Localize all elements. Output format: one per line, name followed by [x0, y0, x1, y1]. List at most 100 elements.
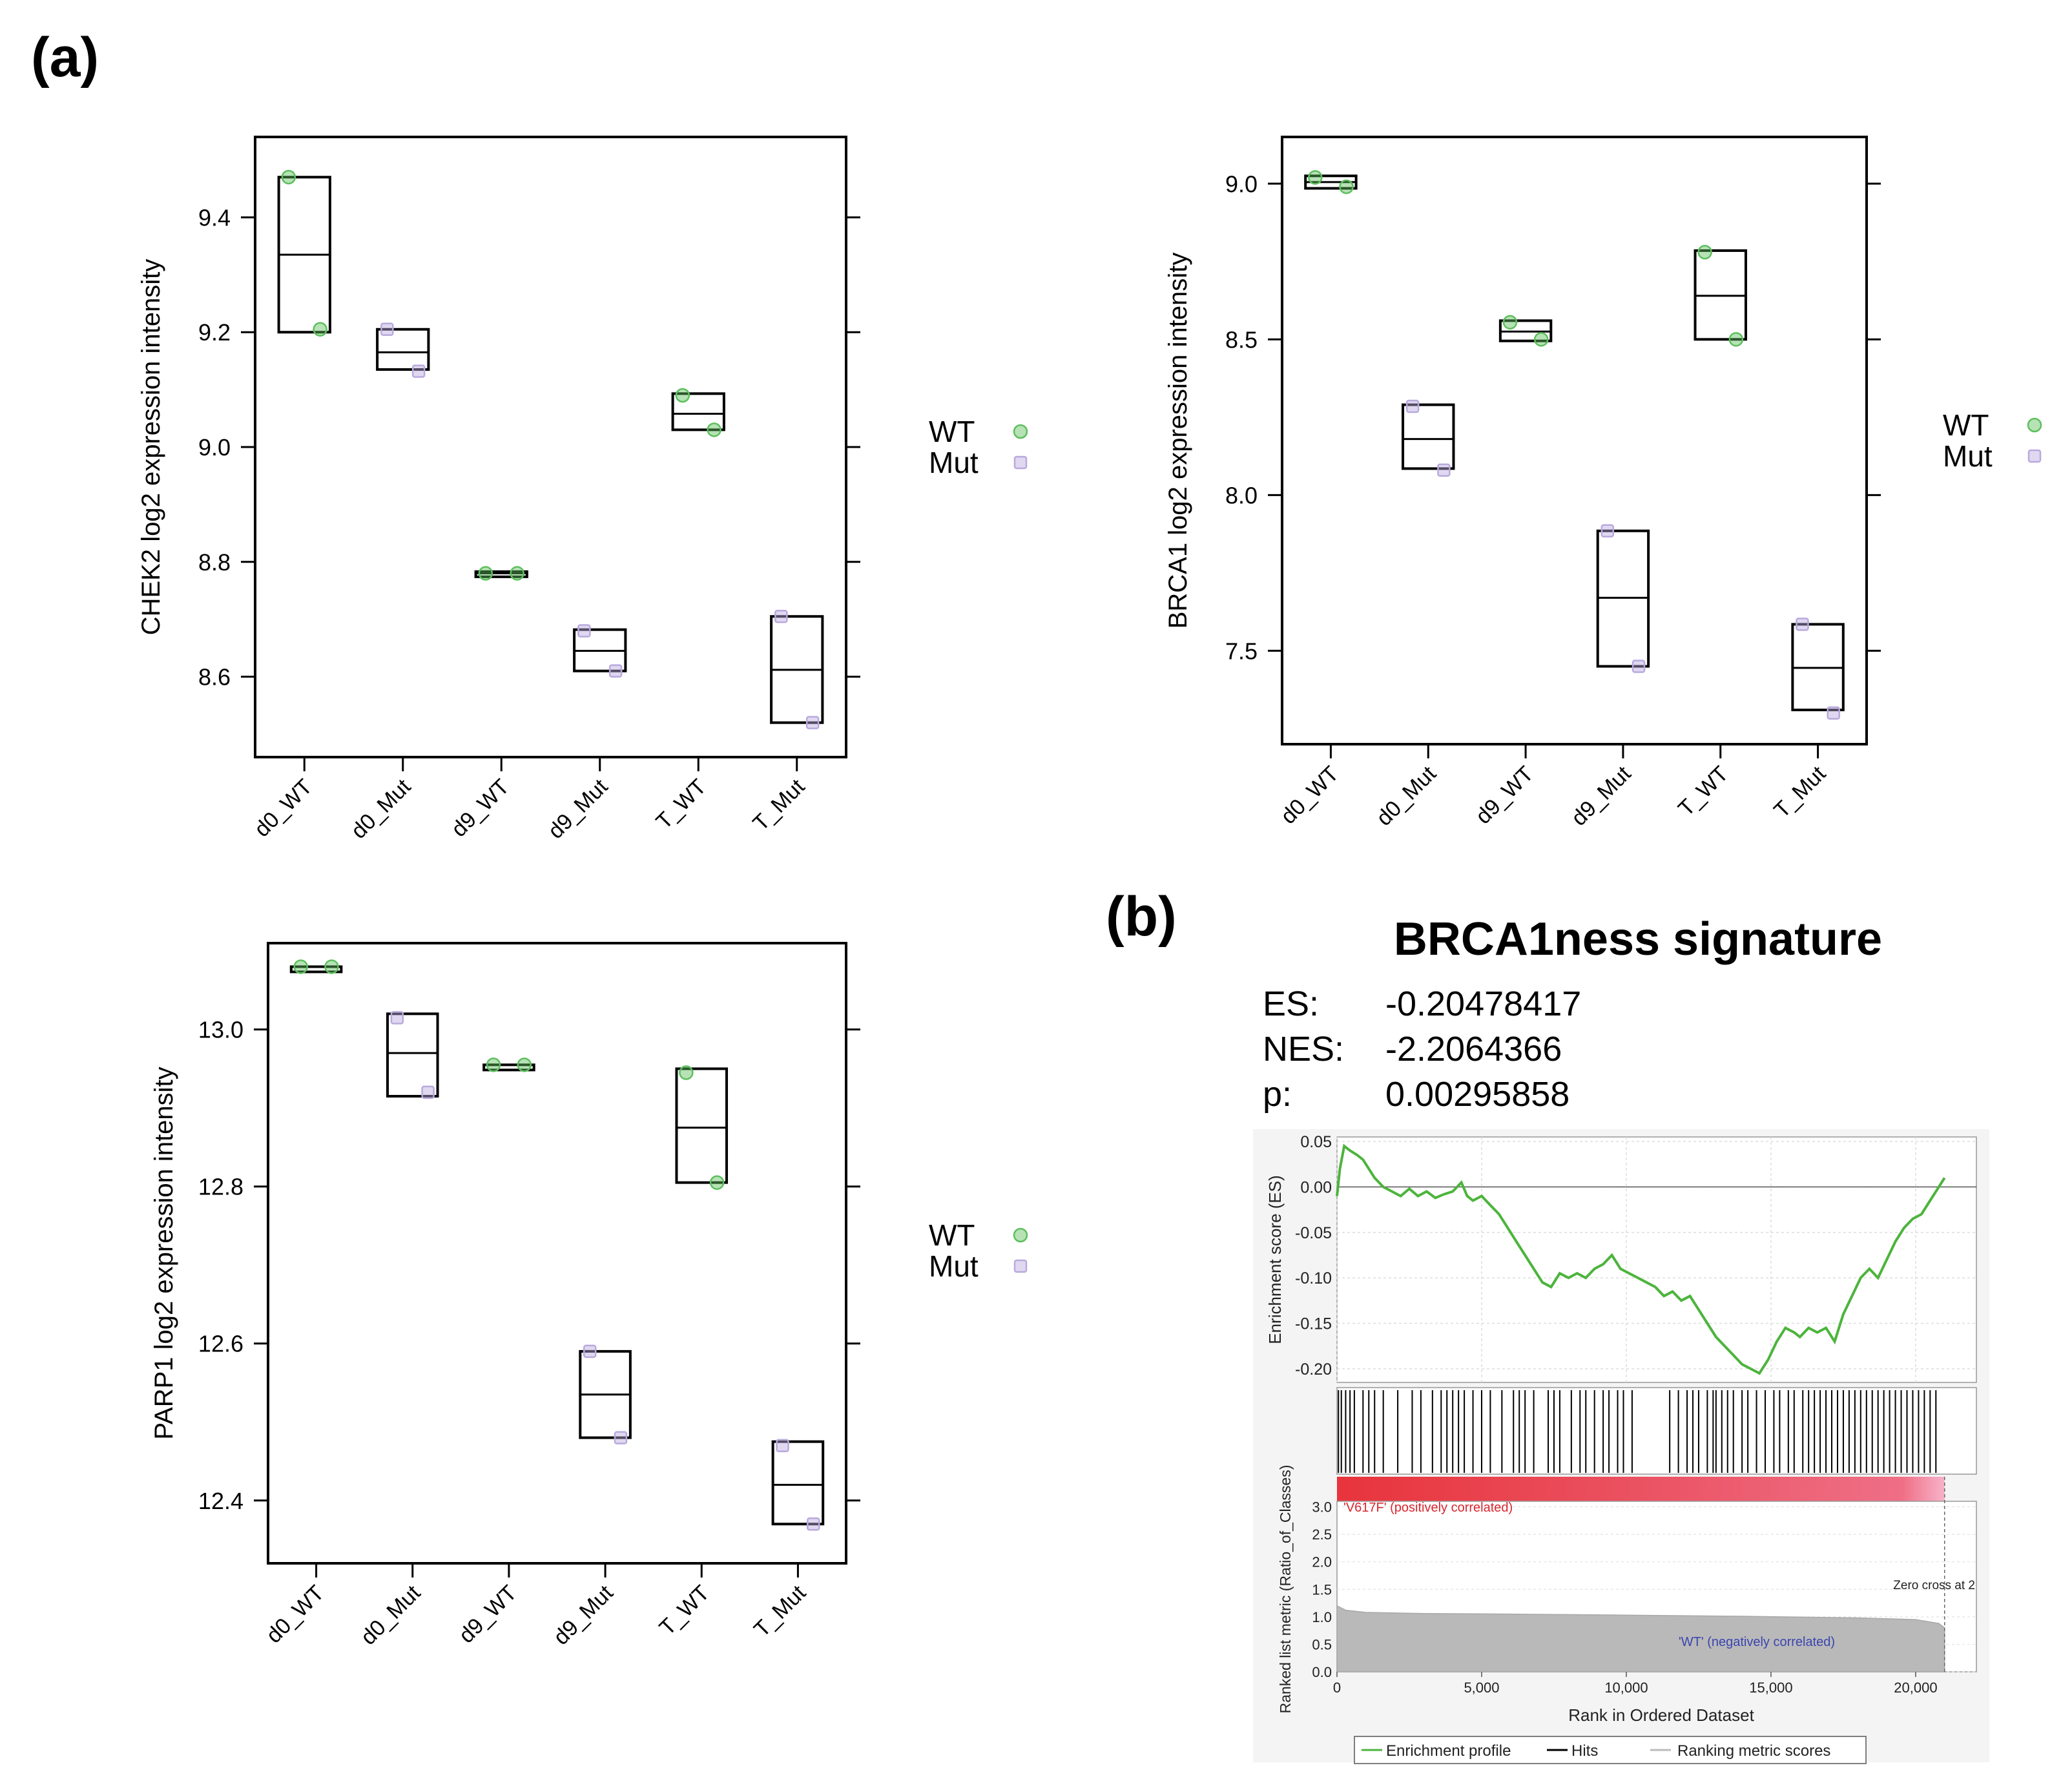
chek2-ytick-label: 9.2 [198, 319, 231, 346]
parp1-ytick-label: 12.4 [198, 1488, 243, 1514]
brca1-mut-point [1796, 618, 1809, 631]
p-stat-label: p: [1263, 1075, 1292, 1114]
brca1-wt-point [1339, 179, 1354, 194]
brca1-legend-mut-icon [2027, 449, 2042, 463]
parp1-wt-point [517, 1057, 532, 1072]
chek2-mut-point [805, 716, 820, 729]
rank-xtick-label: 15,000 [1749, 1680, 1792, 1696]
brca1-wt-point [1502, 315, 1518, 330]
parp1-mut-point [583, 1344, 597, 1359]
brca1-ytick-label: 9.0 [1225, 171, 1258, 197]
gsea-panel: BRCA1ness signature ES: -0.20478417 NES:… [1253, 913, 1989, 1764]
brca1-legend-wt-icon [2027, 417, 2042, 433]
brca1-legend-wt-label: WT [1943, 408, 1989, 442]
chek2-mut-point [774, 609, 788, 623]
es-ytick-label: 0.05 [1300, 1133, 1332, 1151]
chek2-legend-wt-label: WT [929, 415, 975, 448]
brca1-wt-point [1697, 245, 1712, 260]
parp1-wt-point [709, 1175, 725, 1190]
es-ytick-label: -0.20 [1295, 1360, 1332, 1379]
parp1-ytick-label: 12.8 [198, 1174, 243, 1200]
brca1-mut-point [1405, 399, 1420, 413]
parp1-wt-point [679, 1065, 694, 1080]
parp1-mut-point [776, 1439, 789, 1452]
parp1-mut-point [390, 1011, 404, 1025]
panel-label-b: (b) [1106, 886, 1177, 948]
rank-ytick-label: 2.0 [1312, 1554, 1332, 1570]
rank-xtick-label: 0 [1333, 1680, 1341, 1696]
brca1-mut-point [1601, 524, 1615, 538]
chek2-mut-point [608, 664, 623, 678]
es-ytick-label: -0.05 [1295, 1224, 1332, 1242]
parp1-mut-point [807, 1517, 820, 1531]
ranking-colour-bar [1337, 1477, 1945, 1501]
parp1-box [675, 1067, 729, 1184]
rank-ytick-label: 0.5 [1312, 1636, 1332, 1652]
ranking-metric-area [1336, 1605, 1945, 1672]
chek2-mut-point [577, 624, 591, 638]
es-y-axis-label: Enrichment score (ES) [1265, 1175, 1285, 1344]
chek2-legend-mut-label: Mut [929, 446, 979, 479]
brca1-mut-point [1632, 660, 1646, 673]
rank-ytick-label: 3.0 [1312, 1499, 1332, 1515]
negative-correlation-label: 'WT' (negatively correlated) [1679, 1635, 1835, 1649]
rank-ytick-label: 0.0 [1312, 1664, 1332, 1680]
brca1-ytick-label: 7.5 [1225, 638, 1258, 664]
brca1-wt-point [1308, 170, 1323, 185]
brca1-mut-point [1437, 463, 1451, 477]
chek2-legend-wt-icon [1013, 424, 1028, 439]
positive-correlation-label: 'V617F' (positively correlated) [1343, 1501, 1513, 1515]
gsea-legend: Enrichment profile Hits Ranking metric s… [1354, 1736, 1867, 1764]
parp1-box [771, 1440, 825, 1526]
parp1-y-axis-label: PARP1 log2 expression intensity [150, 1067, 178, 1439]
brca1-box [1402, 403, 1455, 470]
rank-ytick-label: 2.5 [1312, 1526, 1332, 1543]
nes-stat-label: NES: [1263, 1030, 1344, 1068]
legend-ranking-label: Ranking metric scores [1677, 1742, 1830, 1760]
es-ytick-label: -0.10 [1295, 1269, 1332, 1287]
brca1-wt-point [1728, 332, 1744, 347]
chek2-box [671, 392, 725, 432]
parp1-frame [267, 942, 847, 1565]
brca1-mut-point [1827, 706, 1840, 720]
brca1-wt-point [1533, 332, 1549, 347]
rank-ytick-label: 1.5 [1312, 1581, 1332, 1598]
chek2-legend-mut-icon [1013, 455, 1028, 470]
brca1-ytick-label: 8.0 [1225, 482, 1258, 508]
parp1-mut-point [614, 1431, 628, 1444]
legend-enrichment-label: Enrichment profile [1386, 1742, 1511, 1760]
legend-hits-label: Hits [1571, 1742, 1598, 1760]
rank-y-axis-label: Ranked list metric (Ratio_of_Classes) [1277, 1465, 1294, 1714]
rank-xtick-label: 10,000 [1604, 1680, 1648, 1696]
es-stat-label: ES: [1263, 984, 1319, 1023]
chek2-wt-point [707, 422, 721, 437]
brca1-ytick-label: 8.5 [1225, 326, 1258, 353]
chek2-ytick-label: 9.0 [198, 434, 231, 461]
rank-ytick-label: 1.0 [1312, 1609, 1332, 1625]
parp1-ytick-label: 13.0 [198, 1017, 243, 1043]
brca1-legend-mut-label: Mut [1943, 439, 1993, 473]
parp1-legend-wt-icon [1013, 1227, 1028, 1243]
p-stat-value: 0.00295858 [1385, 1075, 1570, 1114]
chek2-ytick-label: 9.4 [198, 204, 231, 231]
gsea-x-axis-label: Rank in Ordered Dataset [1568, 1705, 1754, 1725]
chek2-wt-point [510, 566, 524, 581]
es-plot-frame [1336, 1136, 1977, 1383]
parp1-wt-point [486, 1057, 501, 1072]
chek2-wt-point [281, 169, 296, 185]
chek2-wt-point [313, 322, 327, 337]
parp1-ytick-label: 12.6 [198, 1331, 243, 1357]
chek2-mut-point [380, 322, 394, 337]
enrichment-profile-line [1336, 1143, 1946, 1375]
chek2-wt-point [675, 388, 690, 403]
hits-frame [1336, 1387, 1977, 1475]
chek2-mut-point [411, 364, 426, 378]
chek2-ytick-label: 8.6 [198, 664, 231, 691]
brca1-frame [1281, 136, 1868, 745]
enrichment-score-plot: 0.05 0.00 -0.05 -0.10 -0.15 -0.20 Enrichment s… [1265, 1133, 1977, 1383]
parp1-legend-wt-label: WT [929, 1218, 975, 1252]
rank-xtick-label: 5,000 [1464, 1680, 1499, 1696]
es-ytick-label: 0.00 [1300, 1178, 1332, 1196]
hits-plot [1336, 1387, 1977, 1475]
